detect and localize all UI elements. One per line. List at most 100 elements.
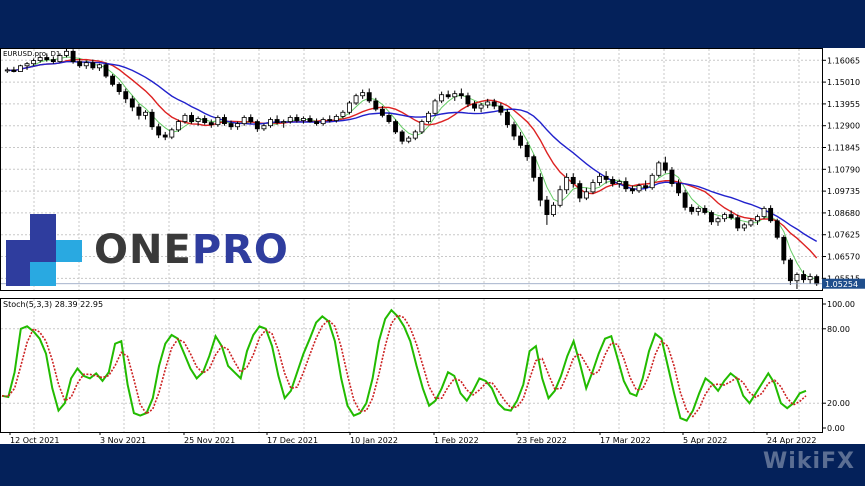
stoch-main-line [1, 308, 807, 422]
price-tick-label: 1.06570 [827, 253, 860, 262]
candle [761, 206, 767, 219]
candle-body [597, 175, 602, 183]
symbol-label: EURUSD.pro, D1 [3, 50, 60, 58]
candle-body [439, 94, 445, 102]
candle [241, 115, 247, 126]
candle [478, 102, 484, 113]
candle-body [794, 274, 800, 282]
candle-body [103, 64, 109, 77]
candle [31, 58, 37, 66]
candle [261, 123, 267, 131]
candle [156, 123, 162, 139]
candle [537, 173, 543, 207]
candle [11, 66, 17, 73]
candle [4, 67, 10, 74]
x-tick-label: 3 Nov 2021 [100, 436, 146, 444]
candle-body [162, 134, 168, 138]
candle-body [182, 114, 188, 122]
candle [18, 64, 23, 72]
candle [801, 270, 806, 283]
candle [110, 74, 116, 87]
candle [715, 216, 721, 226]
candle-body [261, 125, 267, 130]
candle-body [524, 144, 530, 158]
candle [616, 179, 622, 188]
candle-body [248, 117, 254, 122]
candle [248, 114, 254, 124]
candle-body [768, 207, 774, 222]
candle [268, 117, 273, 128]
candle [590, 179, 596, 194]
candle-body [235, 123, 241, 128]
stoch-tick-label: 80.00 [827, 325, 850, 334]
candle [748, 218, 754, 227]
candle [787, 257, 793, 285]
candle [583, 187, 589, 201]
candle-body [735, 217, 741, 229]
x-tick-label: 5 Apr 2022 [683, 436, 727, 444]
price-tick-label: 1.12900 [827, 122, 860, 131]
candle [551, 202, 556, 217]
candle-body [557, 189, 563, 206]
candle-body [175, 121, 181, 131]
candle-body [728, 214, 734, 219]
candle-body [307, 118, 313, 122]
candle-body [399, 131, 405, 142]
candle [544, 195, 550, 225]
candle-body [268, 119, 273, 127]
stoch-tick-label: 100.00 [827, 300, 855, 309]
candle-body [636, 185, 642, 192]
candle-body [643, 185, 649, 189]
candle [123, 88, 129, 103]
candle-body [222, 117, 227, 125]
candle [768, 205, 774, 223]
candle-body [149, 111, 155, 128]
candle-body [274, 119, 280, 124]
candle-body [656, 162, 662, 176]
candle-body [208, 122, 214, 126]
candle-body [287, 117, 293, 122]
candle-body [360, 92, 366, 97]
candle [741, 222, 747, 232]
candle [24, 62, 30, 70]
candle [182, 113, 188, 124]
candle-body [11, 69, 17, 72]
candle [77, 58, 83, 68]
candle [129, 95, 135, 112]
candle-body [531, 156, 537, 178]
candle [235, 121, 241, 130]
candle-body [83, 62, 89, 67]
chart-frame: 1.16065 1.15010 1.13955 1.12900 1.11845 1.107… [0, 48, 865, 444]
candle-body [386, 114, 392, 122]
candle-body [695, 207, 701, 212]
candle-body [564, 176, 570, 191]
candle [814, 274, 820, 286]
candle-body [577, 183, 583, 199]
x-tick-label: 24 Apr 2022 [767, 436, 816, 444]
candle [531, 154, 537, 182]
candle-body [465, 95, 471, 105]
price-tick-label: 1.07625 [827, 231, 860, 240]
candle [149, 109, 155, 130]
candle-body [662, 162, 668, 171]
candle-body [294, 117, 300, 121]
candle [485, 98, 491, 109]
candle [116, 82, 122, 95]
candle-body [702, 207, 708, 213]
candle [274, 115, 280, 125]
candle-body [314, 121, 320, 125]
candle-body [498, 105, 504, 113]
candle [294, 114, 300, 123]
candle-body [755, 216, 760, 222]
price-tick-label: 1.11845 [827, 144, 860, 153]
candle-body [761, 207, 767, 218]
candle [524, 142, 530, 161]
candle-body [485, 101, 491, 106]
candle-body [44, 57, 50, 60]
candle [676, 179, 681, 196]
candle [189, 112, 194, 124]
stoch-tick-label: 0.00 [827, 424, 845, 433]
candle [577, 180, 583, 203]
candle-body [195, 118, 201, 122]
candle-body [676, 183, 681, 194]
